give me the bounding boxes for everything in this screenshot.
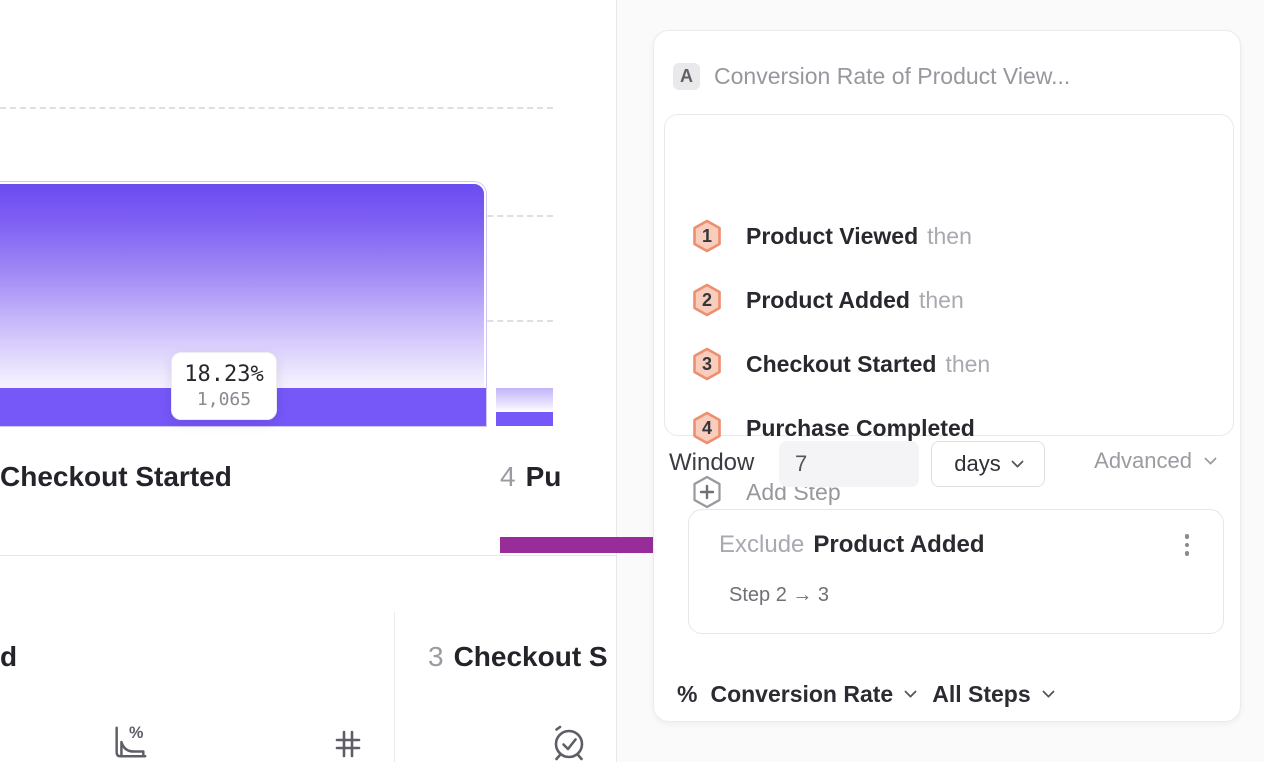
step-row-checkout-started[interactable]: 3 Checkout Started then	[692, 347, 990, 381]
query-badge: A	[673, 63, 700, 90]
gridline	[0, 107, 553, 109]
table-header-text: Checkout S	[453, 641, 608, 672]
advanced-label: Advanced	[1094, 448, 1192, 473]
window-label: Window	[669, 449, 755, 476]
conversion-window-row: Window days Advanced	[669, 434, 1227, 494]
panel-footer: % Conversion Rate All Steps	[677, 679, 1070, 709]
query-title[interactable]: Conversion Rate of Product View...	[714, 63, 1071, 89]
bar-purchase-completed-solid	[496, 412, 553, 426]
step-label-group: Checkout Started then	[746, 351, 990, 378]
step-event-name: Product Added	[746, 286, 910, 313]
step-then-text: then	[945, 350, 991, 377]
horizontal-divider	[0, 555, 616, 556]
exclude-step-range: Step 2 → 3	[729, 584, 830, 606]
chevron-down-icon	[1204, 451, 1217, 465]
table-column-divider	[394, 612, 395, 762]
step-4-badge: 4	[692, 411, 722, 445]
table-step-number: 3	[428, 641, 444, 672]
hash-count-icon[interactable]	[331, 727, 365, 762]
scope-label: All Steps	[932, 680, 1031, 707]
percent-icon: %	[677, 680, 698, 707]
axis-label-purchase: 4 Pu	[500, 461, 561, 493]
add-step-hexagon-plus-icon	[692, 475, 722, 509]
steps-scope-dropdown[interactable]: All Steps	[932, 680, 1055, 708]
step-event-name: Purchase Completed	[746, 414, 975, 441]
step-then-text: then	[927, 222, 972, 249]
svg-text:%: %	[129, 724, 143, 742]
tooltip-count: 1,065	[196, 389, 252, 410]
annotation-arrow-icon	[500, 517, 705, 571]
kebab-menu-icon[interactable]	[1179, 528, 1196, 562]
steps-container: 1 Product Viewed then 2 Product Added then…	[664, 114, 1234, 509]
step-label-group: Product Viewed then	[746, 223, 972, 250]
chevron-down-icon	[1041, 684, 1055, 698]
step-then-text: then	[918, 286, 964, 313]
exclude-prefix: Exclude	[719, 531, 805, 558]
exclude-rule-card: Exclude Product Added Step 2 → 3	[688, 509, 1224, 634]
advanced-toggle[interactable]: Advanced	[1094, 448, 1217, 474]
chevron-down-icon	[904, 684, 918, 698]
window-unit-value: days	[954, 451, 1001, 476]
step-row-product-viewed[interactable]: 1 Product Viewed then	[692, 219, 972, 253]
step-3-badge: 3	[692, 347, 722, 381]
time-to-convert-icon[interactable]	[547, 720, 591, 762]
step-row-purchase-completed[interactable]: 4 Purchase Completed	[692, 411, 984, 445]
panel-header: A Conversion Rate of Product View...	[673, 63, 1070, 90]
step-event-name: Product Viewed	[746, 222, 919, 249]
chart-tooltip: 18.23% 1,065	[171, 352, 277, 420]
step-row-product-added[interactable]: 2 Product Added then	[692, 283, 964, 317]
table-header-partial: d	[0, 641, 18, 672]
step-event-name: Checkout Started	[746, 350, 937, 377]
funnel-chart: 18.23% 1,065 Checkout Started 4 Pu	[0, 0, 617, 555]
window-value-input[interactable]	[779, 441, 919, 487]
axis-label-text: Pu	[525, 461, 562, 492]
axis-label-text: Checkout Started	[0, 461, 232, 492]
step-2-badge: 2	[692, 283, 722, 317]
exclude-event-row[interactable]: Exclude Product Added	[719, 531, 985, 559]
chevron-down-icon	[1010, 454, 1024, 468]
metric-label: Conversion Rate	[710, 680, 894, 707]
bar-purchase-completed[interactable]	[496, 388, 553, 412]
step-label-group: Purchase Completed	[746, 415, 984, 442]
exclude-event-name: Product Added	[813, 531, 985, 558]
metric-dropdown[interactable]: Conversion Rate	[710, 680, 918, 708]
tooltip-percent: 18.23%	[184, 362, 264, 387]
step-1-badge: 1	[692, 219, 722, 253]
axis-label-checkout-started: Checkout Started	[0, 461, 232, 493]
percent-chart-icon[interactable]: %	[108, 722, 152, 762]
step-label-group: Product Added then	[746, 287, 964, 314]
axis-step-number: 4	[500, 461, 516, 492]
funnel-query-panel: A Conversion Rate of Product View... 1 P…	[653, 30, 1241, 722]
window-unit-dropdown[interactable]: days	[931, 441, 1045, 487]
vertical-divider	[616, 0, 617, 762]
table-header-checkout: 3 Checkout S	[428, 641, 616, 673]
